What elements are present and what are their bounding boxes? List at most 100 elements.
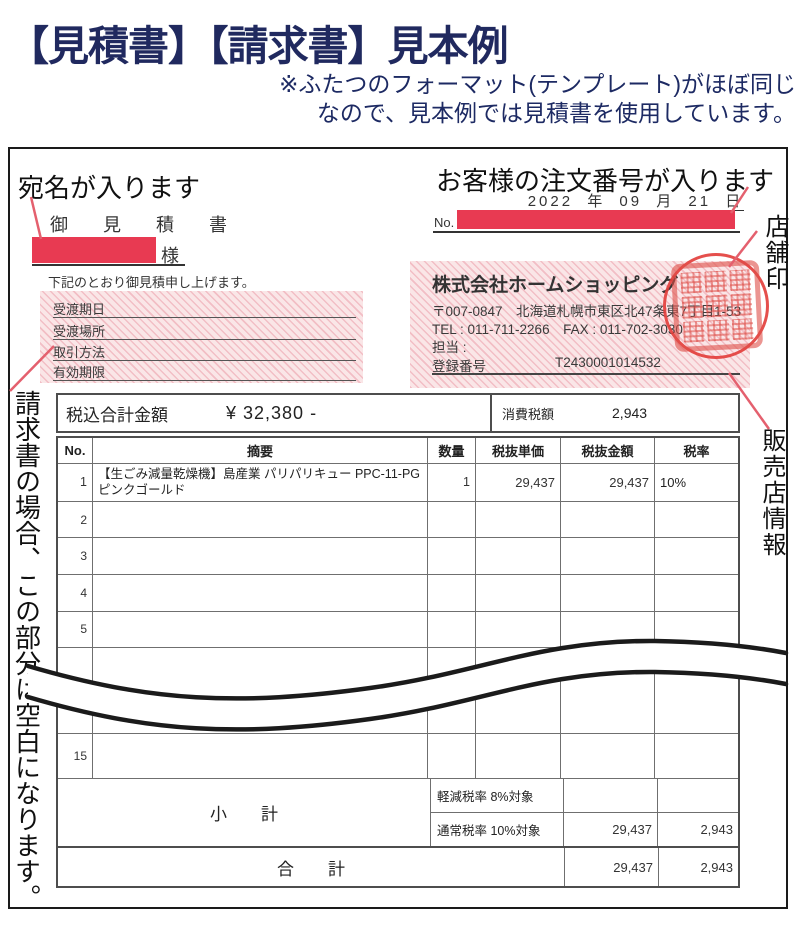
- empty-row-5: 5: [58, 611, 738, 649]
- subtotal-tax-breakdown: 軽減税率 8%対象 通常税率 10%対象 29,437 2,943: [431, 779, 738, 847]
- standard-rate-label: 通常税率 10%対象: [431, 813, 564, 847]
- row15-amt: [561, 734, 655, 779]
- row3-no: 3: [58, 538, 93, 575]
- spacer-no: [58, 648, 93, 734]
- seller-tel-fax: TEL : 011-711-2266 FAX : 011-702-3030: [432, 322, 683, 337]
- subtotal-label: 小 計: [58, 779, 431, 847]
- row5-rate: [655, 612, 738, 648]
- seal-glyph: [680, 271, 703, 295]
- reduced-rate-tax: [658, 779, 738, 812]
- order-number-annotation: お客様の注文番号が入ります: [436, 166, 775, 196]
- header-description: 摘要: [93, 438, 428, 463]
- items-table: No. 摘要 数量 税抜単価 税抜金額 税率 1 【生ごみ減量乾燥機】島産業 パ…: [56, 436, 740, 888]
- grand-total-label: 合 計: [58, 848, 565, 886]
- shop-seal-stamp: [670, 259, 764, 353]
- seal-glyph: [730, 293, 753, 316]
- seal-glyph: [707, 319, 730, 342]
- row4-desc: [93, 575, 428, 611]
- item1-no: 1: [58, 463, 93, 501]
- summary-total-cell: 税込合計金額 ¥ 32,380 -: [58, 395, 492, 431]
- field-delivery-place: 受渡場所: [53, 318, 356, 340]
- header-tax-rate: 税率: [683, 443, 710, 459]
- spacer-desc: [93, 648, 428, 734]
- reduced-rate-label: 軽減税率 8%対象: [431, 779, 564, 813]
- item1-amount: 29,437: [561, 463, 655, 501]
- standard-rate-row: 通常税率 10%対象 29,437 2,943: [431, 813, 738, 847]
- item1-description: 【生ごみ減量乾燥機】島産業 パリパリキュー PPC-11-PG ピンクゴールド: [93, 463, 428, 501]
- item1-tax-rate: 10%: [660, 474, 687, 490]
- spacer-unit: [476, 648, 561, 734]
- standard-rate-amount: 29,437: [564, 813, 658, 847]
- row5-amt: [561, 611, 655, 648]
- seller-reg-number: T2430001014532: [555, 355, 661, 370]
- row5-desc: [93, 611, 428, 648]
- row15-rate: [655, 734, 738, 778]
- cut-spacer-row: [58, 648, 738, 735]
- table-header-row: No. 摘要 数量 税抜単価 税抜金額 税率: [58, 438, 738, 464]
- row15-desc: [93, 734, 428, 779]
- delivery-fields-box: 受渡期日 受渡場所 取引方法 有効期限: [40, 291, 363, 383]
- reduced-rate-amount: [564, 779, 658, 813]
- grand-total-amount: 29,437: [565, 848, 659, 886]
- row15-unit: [476, 734, 561, 779]
- header-amount: 税抜金額: [561, 438, 655, 463]
- page-title: 【見積書】【請求書】見本例: [8, 23, 508, 69]
- subtitle-line-2: なので、見本例では見積書を使用しています。: [316, 100, 796, 127]
- empty-row-4: 4: [58, 575, 738, 612]
- subtitle-line-1: ※ふたつのフォーマット(テンプレート)がほぼ同じ: [279, 71, 796, 97]
- summary-total-label: 税込合計金額: [66, 405, 168, 425]
- spacer-qty: [428, 648, 476, 734]
- seal-glyph: [705, 294, 729, 318]
- reduced-rate-row: 軽減税率 8%対象: [431, 779, 738, 814]
- quotation-title: 御 見 積 書: [50, 215, 243, 235]
- seal-glyph: [728, 269, 752, 292]
- row4-unit: [476, 575, 561, 611]
- item-row-1: 1 【生ごみ減量乾燥機】島産業 パリパリキュー PPC-11-PG ピンクゴール…: [58, 463, 738, 502]
- row2-qty: [428, 501, 476, 538]
- invoice-blank-note: 請求書の場合、この部分は空白になります。: [11, 390, 42, 910]
- seller-underline: [432, 373, 740, 375]
- row2-unit: [476, 501, 561, 538]
- row5-qty: [428, 611, 476, 648]
- shop-seal-circle: [663, 253, 769, 359]
- standard-rate-tax: 2,943: [700, 822, 733, 838]
- spacer-amt: [561, 648, 655, 734]
- row2-amt: [561, 501, 655, 538]
- header-no: No.: [58, 438, 93, 463]
- issue-date: 2022 年 09 月 21 日: [527, 190, 744, 211]
- greeting-text: 下記のとおり御見積申し上げます。: [48, 275, 255, 290]
- summary-tax-cell: 消費税額 2,943: [492, 395, 738, 431]
- item1-unit-price: 29,437: [476, 463, 561, 501]
- grand-total-tax: 2,943: [700, 859, 733, 875]
- row4-rate: [655, 575, 738, 611]
- row3-rate: [655, 538, 738, 574]
- row3-amt: [561, 538, 655, 575]
- row2-rate: [655, 502, 738, 538]
- field-delivery-date: 受渡期日: [53, 296, 356, 318]
- row2-no: 2: [58, 501, 93, 538]
- field-valid-until: 有効期限: [53, 359, 356, 381]
- shop-seal-label: 店舗印: [761, 214, 788, 292]
- empty-row-2: 2: [58, 501, 738, 539]
- order-no-label: No.: [434, 215, 455, 230]
- row4-qty: [428, 575, 476, 611]
- seal-glyph: [682, 320, 706, 343]
- row4-amt: [561, 575, 655, 611]
- summary-total-value: ¥ 32,380 -: [226, 402, 318, 423]
- header-unit-price: 税抜単価: [476, 438, 561, 463]
- seller-reg-label: 登録番号: [432, 359, 486, 374]
- field-payment-method: 取引方法: [53, 339, 356, 361]
- empty-row-3: 3: [58, 538, 738, 576]
- row5-no: 5: [58, 611, 93, 648]
- grand-total-row: 合 計 29,437 2,943: [58, 848, 738, 886]
- header-qty: 数量: [428, 438, 476, 463]
- seal-glyph: [704, 270, 727, 293]
- item1-qty: 1: [428, 463, 476, 501]
- seal-glyph: [681, 296, 704, 319]
- empty-row-15: 15: [58, 734, 738, 780]
- subtotal-section: 小 計 軽減税率 8%対象 通常税率 10%対象 29,437 2,943: [58, 779, 738, 849]
- summary-tax-value: 2,943: [612, 405, 648, 421]
- recipient-annotation: 宛名が入ります: [18, 173, 201, 203]
- recipient-name-redaction: [32, 237, 156, 263]
- recipient-underline: [32, 264, 185, 266]
